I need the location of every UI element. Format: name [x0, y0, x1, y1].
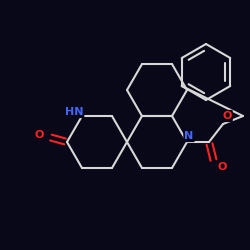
- Text: O: O: [34, 130, 44, 140]
- Text: HN: HN: [65, 107, 83, 117]
- Text: O: O: [222, 111, 232, 121]
- Text: N: N: [184, 131, 194, 141]
- Text: O: O: [217, 162, 227, 172]
